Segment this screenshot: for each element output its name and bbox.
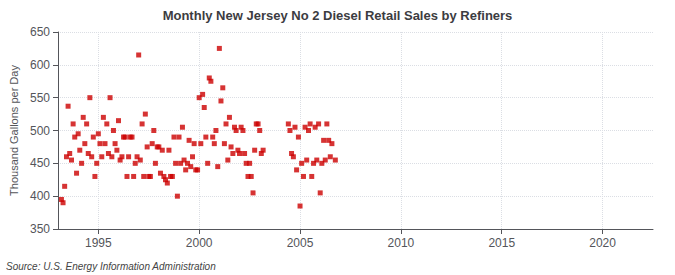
svg-text:2010: 2010 — [388, 236, 415, 250]
svg-text:350: 350 — [30, 222, 50, 236]
svg-text:500: 500 — [30, 124, 50, 138]
svg-text:Thousand Gallons per Day: Thousand Gallons per Day — [8, 65, 20, 196]
svg-text:Source: U.S. Energy Informatio: Source: U.S. Energy Information Administ… — [6, 261, 216, 272]
svg-text:400: 400 — [30, 189, 50, 203]
svg-text:2000: 2000 — [186, 236, 213, 250]
svg-text:2005: 2005 — [287, 236, 314, 250]
svg-text:Monthly New Jersey No 2 Diesel: Monthly New Jersey No 2 Diesel Retail Sa… — [163, 8, 513, 23]
svg-text:1995: 1995 — [85, 236, 112, 250]
svg-text:2015: 2015 — [488, 236, 515, 250]
svg-text:600: 600 — [30, 58, 50, 72]
svg-text:650: 650 — [30, 25, 50, 39]
svg-text:2020: 2020 — [589, 236, 616, 250]
svg-text:550: 550 — [30, 91, 50, 105]
svg-text:450: 450 — [30, 156, 50, 170]
